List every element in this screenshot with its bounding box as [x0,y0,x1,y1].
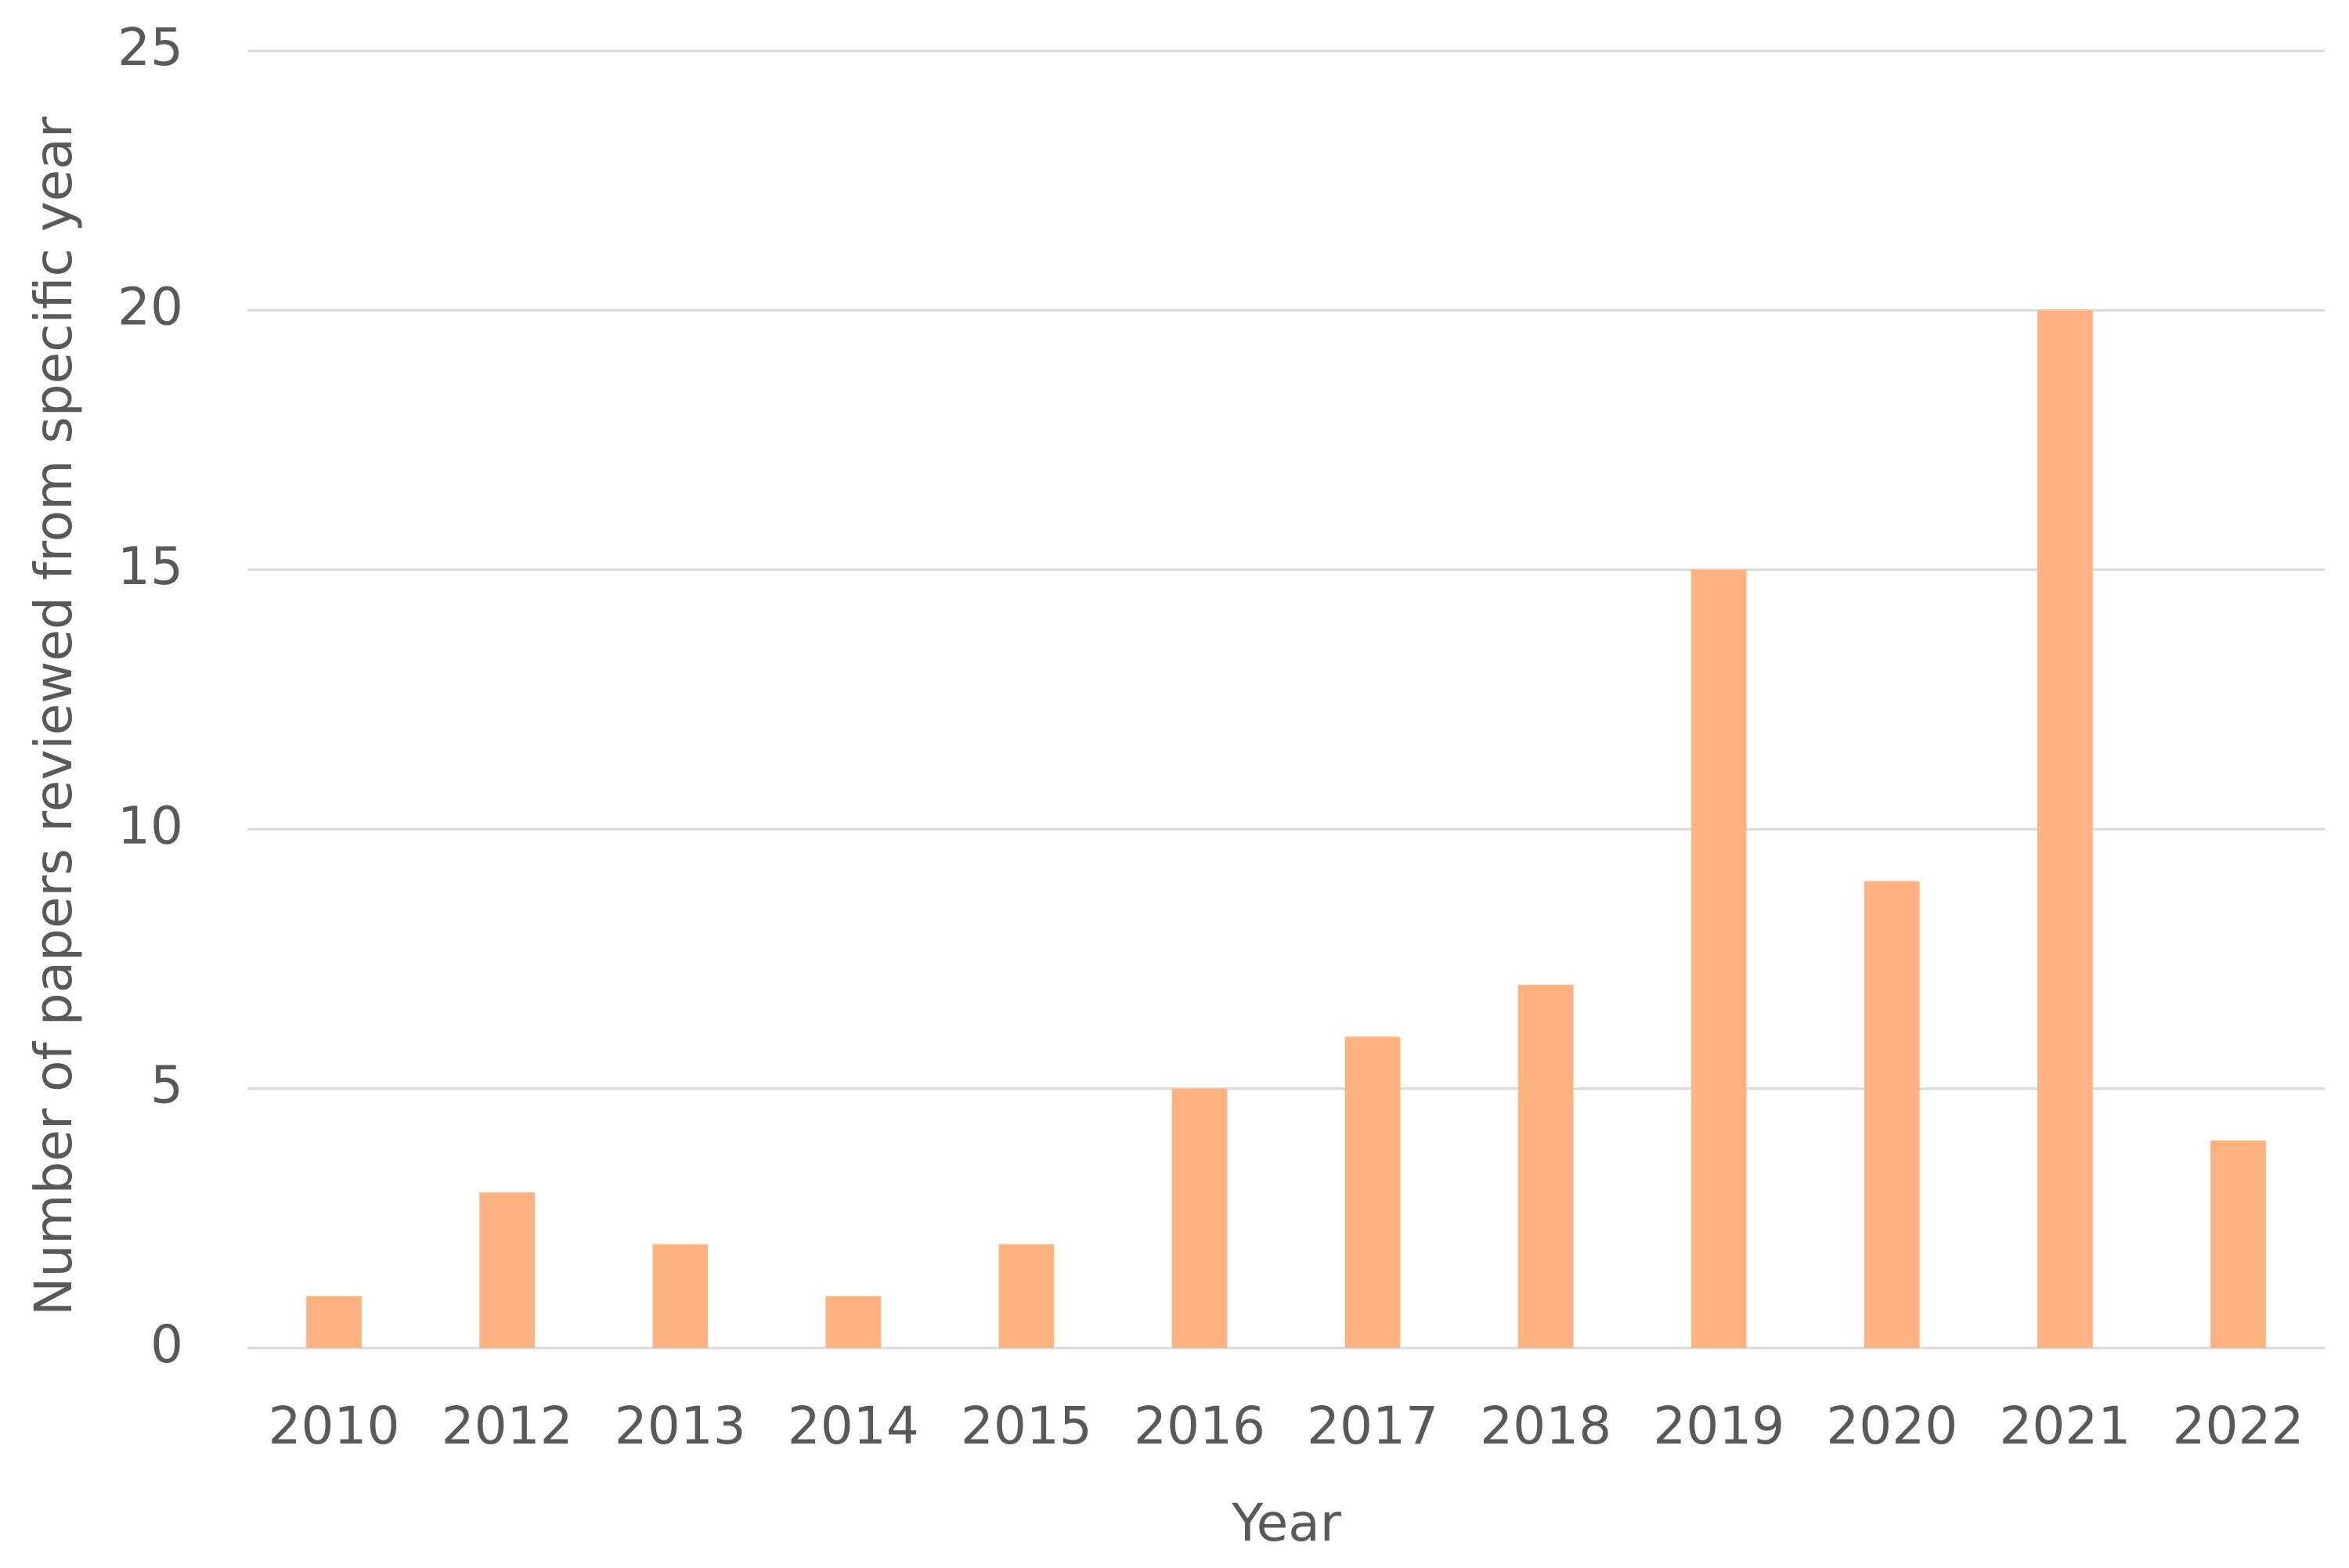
x-tick-label: 2013 [615,1396,746,1456]
x-tick-label: 2012 [442,1396,573,1456]
bar [1344,1036,1401,1348]
bar [652,1244,709,1348]
bar [825,1296,882,1348]
bar [1690,569,1747,1348]
x-tick-label: 2022 [2172,1396,2304,1456]
x-tick-label: 2020 [1826,1396,1958,1456]
bar [479,1192,535,1348]
bar [1171,1088,1228,1348]
x-tick-label: 2019 [1653,1396,1784,1456]
y-tick-label: 20 [117,276,183,337]
x-tick-label: 2010 [269,1396,400,1456]
bar [998,1244,1055,1348]
x-tick-label: 2018 [1480,1396,1611,1456]
x-tick-label: 2021 [1999,1396,2131,1456]
y-tick-label: 5 [150,1055,183,1116]
y-axis-title: Number of papers reviewed from specific … [23,116,84,1316]
y-tick-label: 0 [150,1314,183,1375]
x-tick-label: 2015 [961,1396,1092,1456]
bar [2037,310,2093,1348]
bar [1517,985,1574,1348]
y-tick-label: 25 [117,17,183,77]
y-tick-label: 15 [117,536,183,597]
x-axis-title: Year [1231,1493,1342,1553]
x-tick-label: 2017 [1307,1396,1438,1456]
x-tick-label: 2014 [788,1396,919,1456]
bar [2210,1140,2266,1348]
x-tick-label: 2016 [1134,1396,1265,1456]
bar [306,1296,362,1348]
y-tick-label: 10 [117,795,183,856]
bar [1864,881,1920,1348]
